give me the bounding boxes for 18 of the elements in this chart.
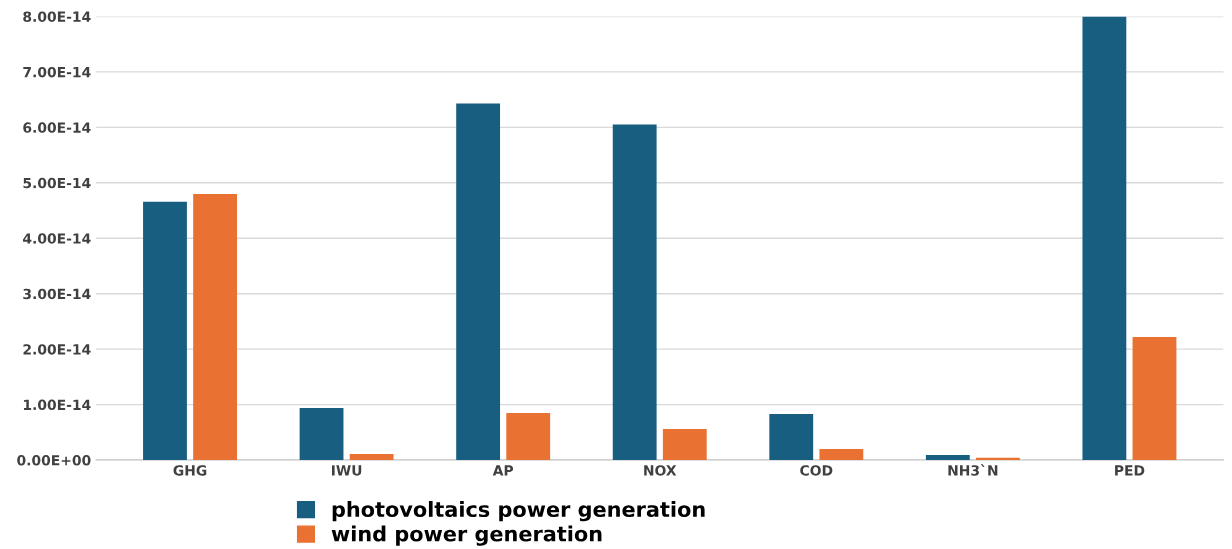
x-tick-label: AP [492, 465, 514, 476]
y-tick-label: 1.00E-14 [23, 399, 91, 411]
y-tick-label: 7.00E-14 [23, 66, 91, 78]
y-tick-label: 8.00E-14 [23, 11, 91, 22]
x-tick-label: IWU [332, 465, 362, 476]
x-tick-label: PED [1115, 465, 1145, 476]
x-tick-label: COD [800, 465, 833, 476]
x-tick-label: NOX [644, 465, 677, 476]
y-tick-label: 5.00E-14 [23, 177, 91, 189]
y-tick-label: 4.00E-14 [23, 233, 91, 244]
legend-label: photovoltaics power generation [332, 500, 705, 522]
x-tick-label: GHG [173, 465, 207, 476]
x-tick-label: NH3`N [948, 464, 998, 476]
y-tick-label: 3.00E-14 [23, 288, 91, 300]
legend-label: wind power generation [331, 525, 602, 546]
y-tick-label: 6.00E-14 [23, 122, 91, 133]
y-tick-label: 0.00E+00 [17, 455, 91, 466]
y-tick-label: 2.00E-14 [23, 344, 91, 355]
